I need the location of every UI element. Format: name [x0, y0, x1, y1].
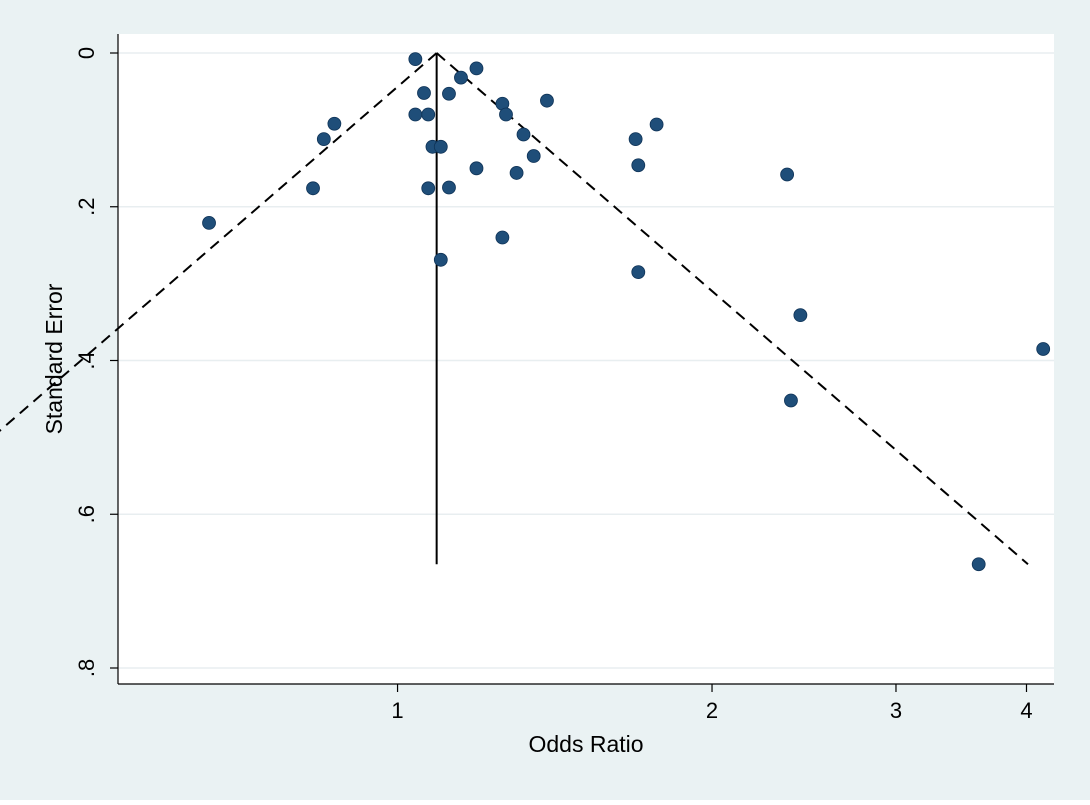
study-point	[442, 180, 456, 195]
x-tick-label: 3	[890, 698, 902, 723]
study-points	[202, 52, 1051, 572]
y-tick-label: .6	[74, 505, 99, 523]
study-point	[417, 86, 431, 100]
study-point	[408, 52, 423, 67]
study-point	[780, 167, 795, 182]
x-axis-label: Odds Ratio	[528, 731, 643, 757]
study-point	[516, 127, 531, 142]
study-point	[327, 116, 342, 131]
study-point	[202, 215, 216, 230]
study-point	[421, 181, 436, 196]
study-point	[495, 230, 510, 245]
study-point	[433, 252, 448, 267]
x-tick-label: 4	[1020, 698, 1032, 723]
study-point	[649, 117, 664, 132]
axes	[117, 34, 1054, 685]
y-tick-label: .8	[74, 659, 99, 677]
gridlines	[118, 52, 1054, 669]
study-point	[306, 181, 320, 196]
y-tick-label: .2	[74, 198, 99, 216]
plot-area	[118, 34, 1054, 684]
y-tick-label: 0	[74, 47, 99, 59]
study-point	[433, 139, 448, 154]
funnel-right-limit	[435, 52, 1029, 565]
study-point	[454, 70, 468, 85]
study-point	[631, 265, 646, 279]
y-axis-label: Standard Error	[41, 283, 67, 434]
study-point	[526, 149, 541, 163]
study-point	[408, 107, 423, 122]
study-point	[421, 107, 436, 122]
study-point	[469, 161, 484, 176]
study-point	[793, 308, 808, 323]
x-axis-ticks: 1 2 3 4	[391, 684, 1033, 723]
study-point	[971, 557, 986, 572]
study-point	[509, 166, 524, 180]
funnel-left-limit	[0, 52, 438, 432]
y-tick-label: .4	[74, 351, 99, 369]
study-point	[540, 93, 554, 108]
study-point	[628, 132, 643, 147]
y-axis-ticks: 0 .2 .4 .6 .8	[74, 47, 118, 677]
study-point	[442, 86, 456, 101]
study-point	[631, 158, 646, 173]
study-point	[469, 61, 484, 76]
study-point	[499, 107, 513, 122]
study-point	[1036, 342, 1051, 356]
funnel-lines	[0, 52, 1029, 565]
study-point	[316, 132, 331, 147]
study-point	[784, 393, 798, 408]
x-tick-label: 2	[706, 698, 718, 723]
x-tick-label: 1	[391, 698, 403, 723]
